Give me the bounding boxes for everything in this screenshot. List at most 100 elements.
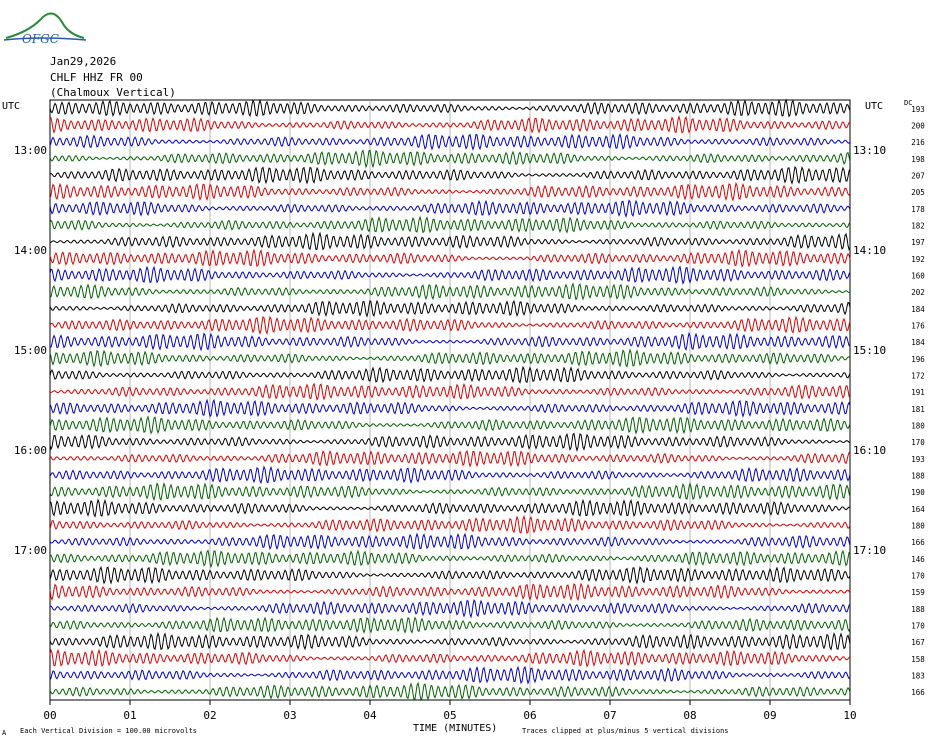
trace-line — [49, 631, 851, 651]
trace-line — [49, 398, 851, 418]
trace-line — [49, 299, 851, 318]
dc-offset-label: 200 — [911, 122, 925, 131]
ofgc-logo-icon: OFGC — [3, 12, 87, 46]
trace-line — [49, 165, 851, 185]
trace-line — [49, 616, 851, 635]
hour-label-right: 13:10 — [853, 144, 886, 157]
hour-label-left: 14:00 — [14, 244, 47, 257]
dc-offset-label: 170 — [911, 438, 925, 447]
dc-header-label: DC — [904, 99, 913, 107]
dc-offset-label: 188 — [911, 605, 925, 614]
trace-line — [49, 532, 851, 551]
trace-line — [49, 565, 851, 585]
dc-offset-label: 193 — [911, 455, 925, 464]
clip-note: Traces clipped at plus/minus 5 vertical … — [522, 727, 729, 735]
trace-line — [49, 382, 851, 401]
dc-offset-label: 192 — [911, 255, 925, 264]
trace-line — [49, 514, 851, 535]
dc-offset-label: 196 — [911, 355, 925, 364]
x-tick-label: 04 — [363, 709, 377, 722]
dc-offset-label: 159 — [911, 588, 925, 597]
dc-offset-label: 176 — [911, 322, 925, 331]
x-axis-label: TIME (MINUTES) — [413, 723, 498, 734]
trace-line — [49, 98, 851, 118]
dc-offset-label: 205 — [911, 188, 925, 197]
trace-line — [49, 248, 851, 268]
trace-line — [49, 114, 851, 134]
trace-line — [49, 181, 851, 202]
x-tick-label: 06 — [523, 709, 536, 722]
dc-offset-label: 202 — [911, 288, 925, 297]
x-tick-label: 00 — [43, 709, 56, 722]
x-tick-label: 05 — [443, 709, 456, 722]
trace-line — [49, 432, 851, 453]
dc-offset-label: 207 — [911, 172, 925, 181]
dc-offset-label: 184 — [911, 305, 925, 314]
hour-label-right: 14:10 — [853, 244, 886, 257]
trace-line — [49, 665, 851, 685]
date-label: Jan29,2026 — [50, 55, 117, 68]
trace-line — [49, 415, 851, 435]
dc-offset-label: 172 — [911, 372, 925, 381]
right-timezone-label: UTC — [865, 101, 884, 112]
dc-offset-label: 183 — [911, 672, 925, 681]
x-tick-label: 10 — [843, 709, 856, 722]
dc-offset-label: 182 — [911, 222, 925, 231]
dc-offset-label: 188 — [911, 472, 925, 481]
x-tick-label: 09 — [763, 709, 776, 722]
dc-offset-label: 146 — [911, 555, 925, 564]
dc-offset-label: 158 — [911, 655, 925, 664]
hour-label-left: 13:00 — [14, 144, 47, 157]
dc-offset-label: 178 — [911, 205, 925, 214]
dc-offset-label: 184 — [911, 338, 925, 347]
trace-line — [49, 199, 851, 219]
x-tick-label: 03 — [283, 709, 296, 722]
trace-line — [49, 681, 851, 702]
dc-offset-label: 191 — [911, 388, 925, 397]
trace-line — [49, 132, 851, 151]
dc-offset-label: 181 — [911, 405, 925, 414]
dc-offset-label: 216 — [911, 138, 925, 147]
dc-offset-label: 180 — [911, 522, 925, 531]
trace-line — [49, 265, 851, 286]
dc-offset-label: 190 — [911, 488, 925, 497]
dc-offset-label: 166 — [911, 538, 925, 547]
hour-label-left: 17:00 — [14, 544, 47, 557]
trace-line — [49, 481, 851, 502]
x-tick-label: 08 — [683, 709, 696, 722]
trace-line — [49, 348, 851, 368]
x-tick-label: 01 — [123, 709, 136, 722]
x-tick-label: 07 — [603, 709, 616, 722]
trace-line — [49, 648, 851, 668]
dc-offset-label: 164 — [911, 505, 925, 514]
trace-line — [49, 582, 851, 602]
trace-line — [49, 215, 851, 234]
dc-offset-label: 198 — [911, 155, 925, 164]
dc-offset-label: 170 — [911, 622, 925, 631]
trace-line — [49, 231, 851, 251]
hour-label-right: 15:10 — [853, 344, 886, 357]
station-label: CHLF HHZ FR 00 — [50, 71, 143, 84]
hour-label-right: 16:10 — [853, 444, 886, 457]
trace-line — [49, 498, 851, 518]
trace-line — [49, 149, 851, 169]
trace-line — [49, 315, 851, 335]
trace-line — [49, 365, 851, 384]
trace-line — [49, 449, 851, 468]
trace-line — [49, 331, 851, 352]
logo-text: OFGC — [22, 32, 59, 46]
trace-line — [49, 598, 851, 619]
x-tick-label: 02 — [203, 709, 216, 722]
trace-line — [49, 549, 851, 569]
dc-offset-label: 197 — [911, 238, 925, 247]
scale-note: Each Vertical Division = 100.00 microvol… — [20, 727, 198, 735]
dc-offset-label: 166 — [911, 688, 925, 697]
trace-line — [49, 465, 851, 485]
hour-label-left: 15:00 — [14, 344, 47, 357]
dc-offset-label: 193 — [911, 105, 925, 114]
hour-label-right: 17:10 — [853, 544, 886, 557]
hour-label-left: 16:00 — [14, 444, 47, 457]
location-label: (Chalmoux Vertical) — [50, 86, 176, 99]
dc-offset-label: 170 — [911, 572, 925, 581]
